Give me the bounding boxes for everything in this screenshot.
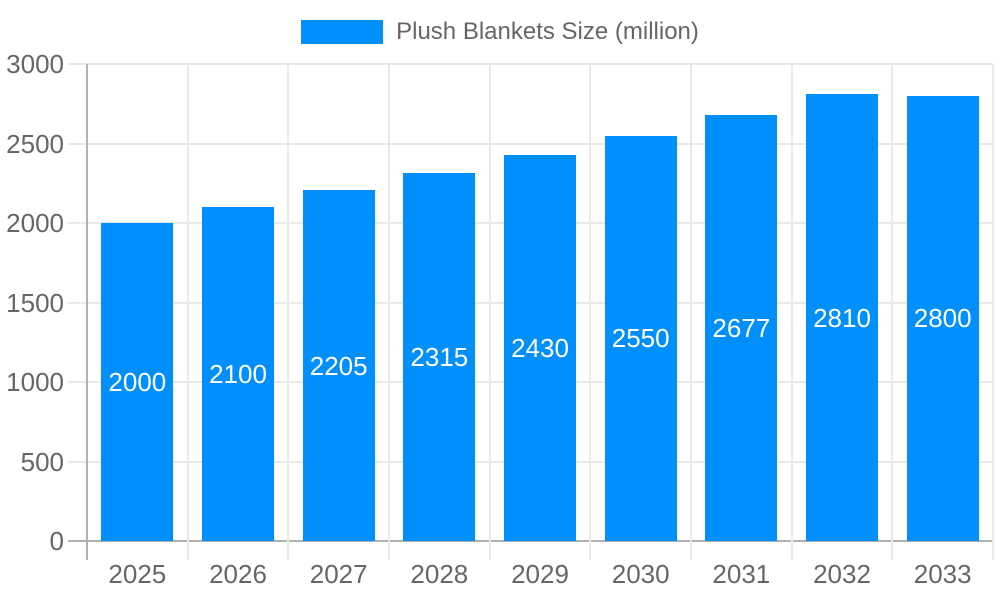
- x-gridline: [891, 64, 894, 560]
- x-axis-tick-label: 2031: [712, 559, 771, 589]
- bar-2033[interactable]: [906, 95, 979, 541]
- bar-2029[interactable]: [504, 154, 576, 541]
- bar-2026[interactable]: [202, 207, 274, 541]
- bar-value-label: 2315: [410, 341, 469, 372]
- x-axis-tick-label: 2030: [611, 559, 670, 589]
- bar-2028[interactable]: [403, 172, 476, 541]
- bar-value-label: 2800: [913, 303, 972, 334]
- bar-value-label: 2100: [209, 359, 267, 390]
- legend-item[interactable]: Plush Blankets Size (million): [0, 17, 1000, 47]
- x-axis-tick-label: 2028: [410, 559, 469, 589]
- y-axis-tick-label: 1500: [6, 287, 64, 318]
- x-axis-tick-label: 2025: [108, 559, 167, 589]
- x-gridline: [589, 64, 592, 560]
- legend-label: Plush Blankets Size (million): [396, 18, 699, 45]
- x-gridline: [287, 64, 290, 560]
- x-axis-tick-label: 2027: [309, 559, 368, 589]
- bar-2030[interactable]: [604, 135, 677, 541]
- bar-2031[interactable]: [705, 115, 778, 541]
- bar-value-label: 2205: [309, 350, 368, 381]
- bar-value-label: 2677: [712, 313, 771, 344]
- x-axis-tick-label: 2033: [913, 559, 972, 589]
- y-axis-zero-line: [68, 540, 993, 542]
- y-axis-tick-label: 2000: [6, 208, 64, 238]
- y-gridline: [68, 63, 993, 65]
- bar-value-label: 2430: [511, 332, 569, 363]
- x-gridline: [388, 64, 390, 560]
- x-gridline: [992, 64, 994, 560]
- bar-2025[interactable]: [101, 223, 174, 541]
- x-gridline: [690, 64, 692, 560]
- y-axis-tick-label: 500: [20, 446, 64, 477]
- x-gridline: [790, 64, 793, 560]
- x-axis-border-line: [86, 64, 88, 560]
- x-gridline: [488, 64, 491, 560]
- bar-2027[interactable]: [302, 190, 375, 541]
- x-gridline: [186, 64, 189, 560]
- y-axis-tick-label: 0: [49, 526, 64, 556]
- y-gridline: [68, 142, 993, 145]
- y-axis-tick-label: 1000: [6, 367, 64, 397]
- x-axis-tick-label: 2032: [813, 559, 871, 589]
- y-axis-tick-label: 3000: [6, 49, 64, 79]
- bar-value-label: 2810: [813, 302, 871, 333]
- bar-value-label: 2550: [611, 323, 670, 354]
- y-axis-tick-label: 2500: [6, 128, 64, 159]
- bar-2032[interactable]: [806, 94, 878, 541]
- x-axis-tick-label: 2029: [511, 559, 569, 589]
- x-axis-tick-label: 2026: [209, 559, 267, 589]
- legend-swatch: [301, 20, 384, 44]
- bar-value-label: 2000: [108, 367, 167, 397]
